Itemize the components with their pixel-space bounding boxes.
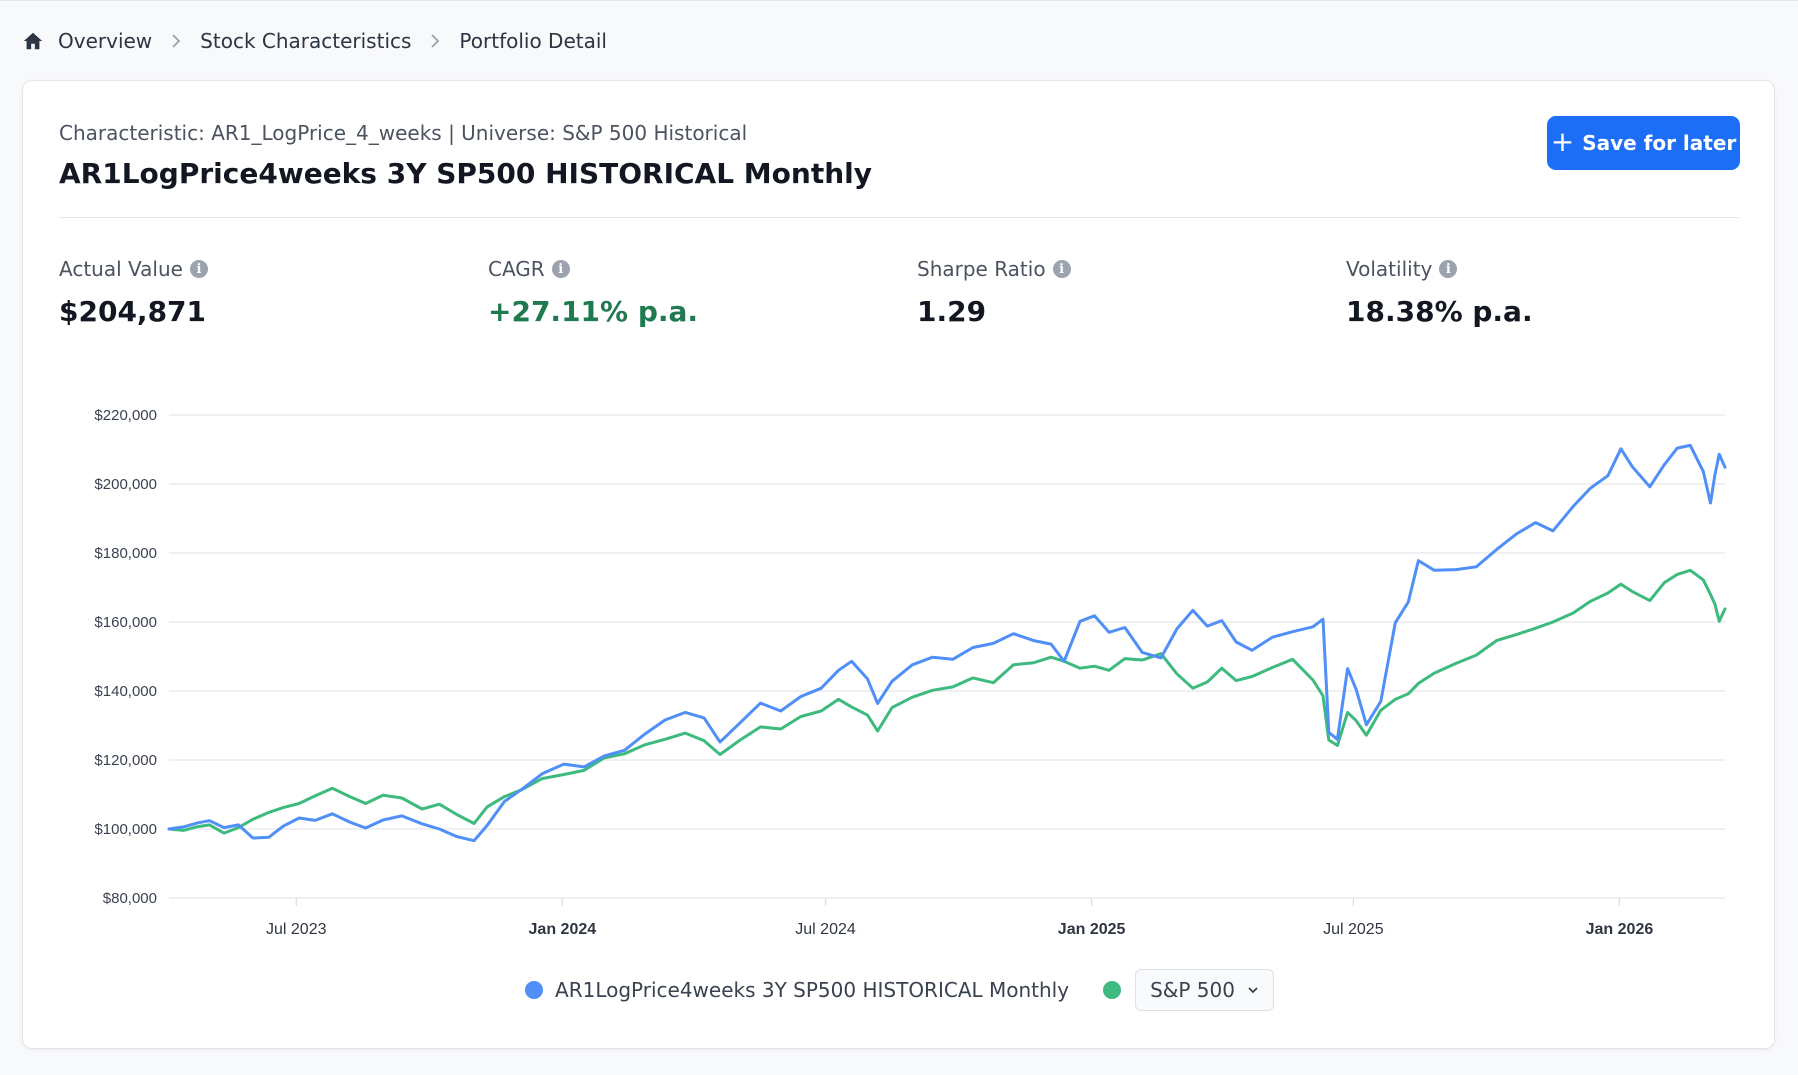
metric-label: Sharpe Ratio (917, 257, 1046, 281)
y-tick-label: $200,000 (94, 476, 157, 493)
y-tick-label: $80,000 (103, 890, 157, 907)
metric-value: 18.38% p.a. (1346, 295, 1533, 328)
y-tick-label: $140,000 (94, 683, 157, 700)
info-icon[interactable]: i (189, 260, 208, 278)
legend-item-benchmark: S&P 500 (1103, 969, 1274, 1011)
y-tick-label: $180,000 (94, 545, 157, 562)
metric-volatility: Volatility i 18.38% p.a. (1346, 257, 1533, 328)
chevron-down-icon (1247, 985, 1259, 995)
x-tick-label: Jan 2026 (1586, 921, 1654, 938)
y-tick-label: $160,000 (94, 614, 157, 631)
x-tick-label: Jul 2025 (1323, 921, 1384, 938)
x-tick-label: Jul 2023 (266, 921, 327, 938)
top-border (0, 0, 1798, 1)
portfolio-card: Characteristic: AR1_LogPrice_4_weeks | U… (22, 80, 1775, 1049)
breadcrumb-portfolio-detail: Portfolio Detail (459, 29, 607, 53)
plus-icon: + (1550, 124, 1575, 158)
chart-legend: AR1LogPrice4weeks 3Y SP500 HISTORICAL Mo… (23, 969, 1776, 1011)
x-tick-label: Jan 2025 (1058, 921, 1126, 938)
breadcrumb-overview[interactable]: Overview (58, 29, 153, 53)
legend-label-portfolio: AR1LogPrice4weeks 3Y SP500 HISTORICAL Mo… (555, 978, 1070, 1002)
metric-label: Volatility (1346, 257, 1433, 281)
page-title: AR1LogPrice4weeks 3Y SP500 HISTORICAL Mo… (59, 157, 873, 190)
save-for-later-button[interactable]: + Save for later (1547, 116, 1740, 170)
info-icon[interactable]: i (1052, 260, 1071, 278)
metric-value: +27.11% p.a. (488, 295, 699, 328)
breadcrumb-stock-characteristics[interactable]: Stock Characteristics (200, 29, 412, 53)
y-tick-label: $220,000 (94, 407, 157, 424)
chevron-right-icon (429, 32, 441, 50)
metric-label: Actual Value (59, 257, 183, 281)
info-icon[interactable]: i (1439, 260, 1458, 278)
metric-label: CAGR (488, 257, 545, 281)
x-tick-label: Jul 2024 (795, 921, 856, 938)
metric-cagr: CAGR i +27.11% p.a. (488, 257, 698, 328)
home-icon[interactable] (22, 30, 44, 52)
breadcrumb: Overview Stock Characteristics Portfolio… (22, 28, 607, 54)
performance-chart[interactable]: $80,000 $100,000 $120,000 $140,000 $160,000 $… (23, 81, 1776, 961)
metric-value: $204,871 (59, 295, 207, 328)
legend-item-portfolio[interactable]: AR1LogPrice4weeks 3Y SP500 HISTORICAL Mo… (525, 978, 1069, 1002)
legend-dot-portfolio (525, 981, 544, 999)
chevron-right-icon (170, 32, 182, 50)
metric-actual-value: Actual Value i $204,871 (59, 257, 208, 328)
x-tick-label: Jan 2024 (529, 921, 597, 938)
series-line-sp500 (167, 568, 1727, 835)
save-for-later-label: Save for later (1582, 131, 1737, 155)
metric-sharpe-ratio: Sharpe Ratio i 1.29 (917, 257, 1071, 328)
y-tick-label: $100,000 (94, 821, 157, 838)
legend-dot-benchmark (1103, 981, 1122, 999)
benchmark-select[interactable]: S&P 500 (1135, 969, 1274, 1011)
info-icon[interactable]: i (551, 260, 570, 278)
metric-value: 1.29 (917, 295, 987, 328)
series-line-portfolio (167, 443, 1727, 843)
benchmark-select-value: S&P 500 (1150, 978, 1235, 1002)
y-tick-label: $120,000 (94, 752, 157, 769)
characteristic-subtitle: Characteristic: AR1_LogPrice_4_weeks | U… (59, 121, 748, 145)
header-divider (59, 217, 1739, 218)
